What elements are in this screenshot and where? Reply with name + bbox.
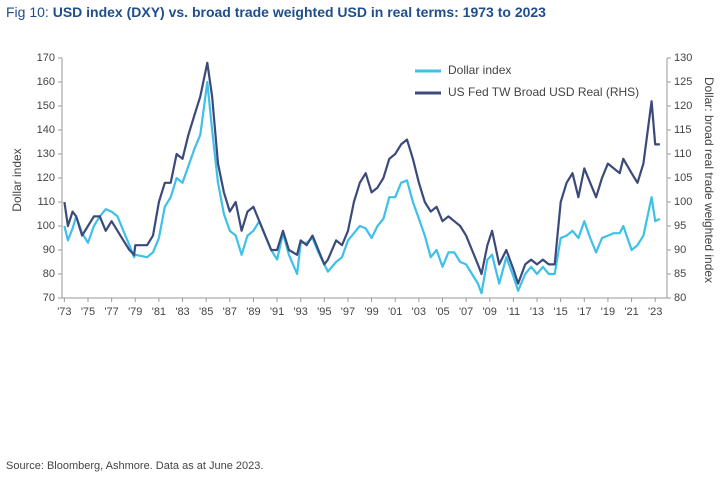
y-tick-label: 90 [43, 244, 55, 256]
y2-tick-label: 115 [674, 124, 692, 136]
x-tick-label: '81 [152, 306, 166, 318]
y2-tick-label: 90 [674, 244, 686, 256]
x-tick-label: '77 [104, 306, 118, 318]
x-tick-label: '03 [412, 306, 426, 318]
x-tick-label: '75 [81, 306, 95, 318]
x-tick-label: '95 [317, 306, 331, 318]
y2-tick-label: 120 [674, 100, 692, 112]
y2-tick-label: 130 [674, 52, 692, 64]
y-tick-label: 110 [37, 196, 55, 208]
x-tick-label: '91 [270, 306, 284, 318]
y-tick-label: 70 [43, 292, 55, 304]
y-tick-label: 120 [37, 172, 55, 184]
x-tick-label: '05 [435, 306, 449, 318]
y2-tick-label: 105 [674, 172, 692, 184]
x-tick-label: '93 [294, 306, 308, 318]
series-line [63, 80, 661, 295]
x-tick-label: '83 [175, 306, 189, 318]
legend-label: US Fed TW Broad USD Real (RHS) [448, 85, 639, 99]
x-tick-label: '23 [648, 306, 662, 318]
x-tick-label: '11 [507, 306, 521, 318]
y-tick-label: 80 [43, 268, 55, 280]
x-tick-label: '17 [577, 306, 591, 318]
figure-label: Fig 10: [6, 4, 49, 20]
y2-tick-label: 100 [674, 196, 692, 208]
x-tick-label: '09 [483, 306, 497, 318]
x-tick-label: '79 [128, 306, 142, 318]
x-tick-label: '07 [459, 306, 473, 318]
y-tick-label: 130 [37, 148, 55, 160]
series-line [63, 61, 660, 285]
y2-tick-label: 80 [674, 292, 686, 304]
x-tick-label: '87 [223, 306, 237, 318]
x-tick-label: '15 [553, 306, 567, 318]
y2-tick-label: 110 [674, 148, 692, 160]
y-tick-label: 100 [37, 220, 55, 232]
y-tick-label: 150 [37, 100, 55, 112]
x-tick-label: '89 [246, 306, 260, 318]
x-tick-label: '19 [601, 306, 615, 318]
x-tick-label: '21 [624, 306, 638, 318]
y2-tick-label: 85 [674, 268, 686, 280]
y2-tick-label: 95 [674, 220, 686, 232]
x-tick-label: '01 [388, 306, 402, 318]
source-note: Source: Bloomberg, Ashmore. Data as at J… [6, 460, 263, 472]
x-tick-label: '73 [57, 306, 71, 318]
y-tick-label: 170 [37, 52, 55, 64]
title-text: USD index (DXY) vs. broad trade weighted… [52, 4, 546, 20]
chart-title: Fig 10: USD index (DXY) vs. broad trade … [6, 4, 546, 20]
x-tick-label: '97 [341, 306, 355, 318]
x-tick-label: '99 [364, 306, 378, 318]
y2-tick-label: 125 [674, 76, 692, 88]
y-axis-label: Dollar index [10, 148, 24, 211]
x-tick-label: '85 [199, 306, 213, 318]
x-tick-label: '13 [530, 306, 544, 318]
legend-label: Dollar index [448, 63, 511, 77]
y-tick-label: 140 [37, 124, 55, 136]
y2-axis-label: Dollar: broad real trade weighted index [702, 77, 716, 283]
y-tick-label: 160 [37, 76, 55, 88]
